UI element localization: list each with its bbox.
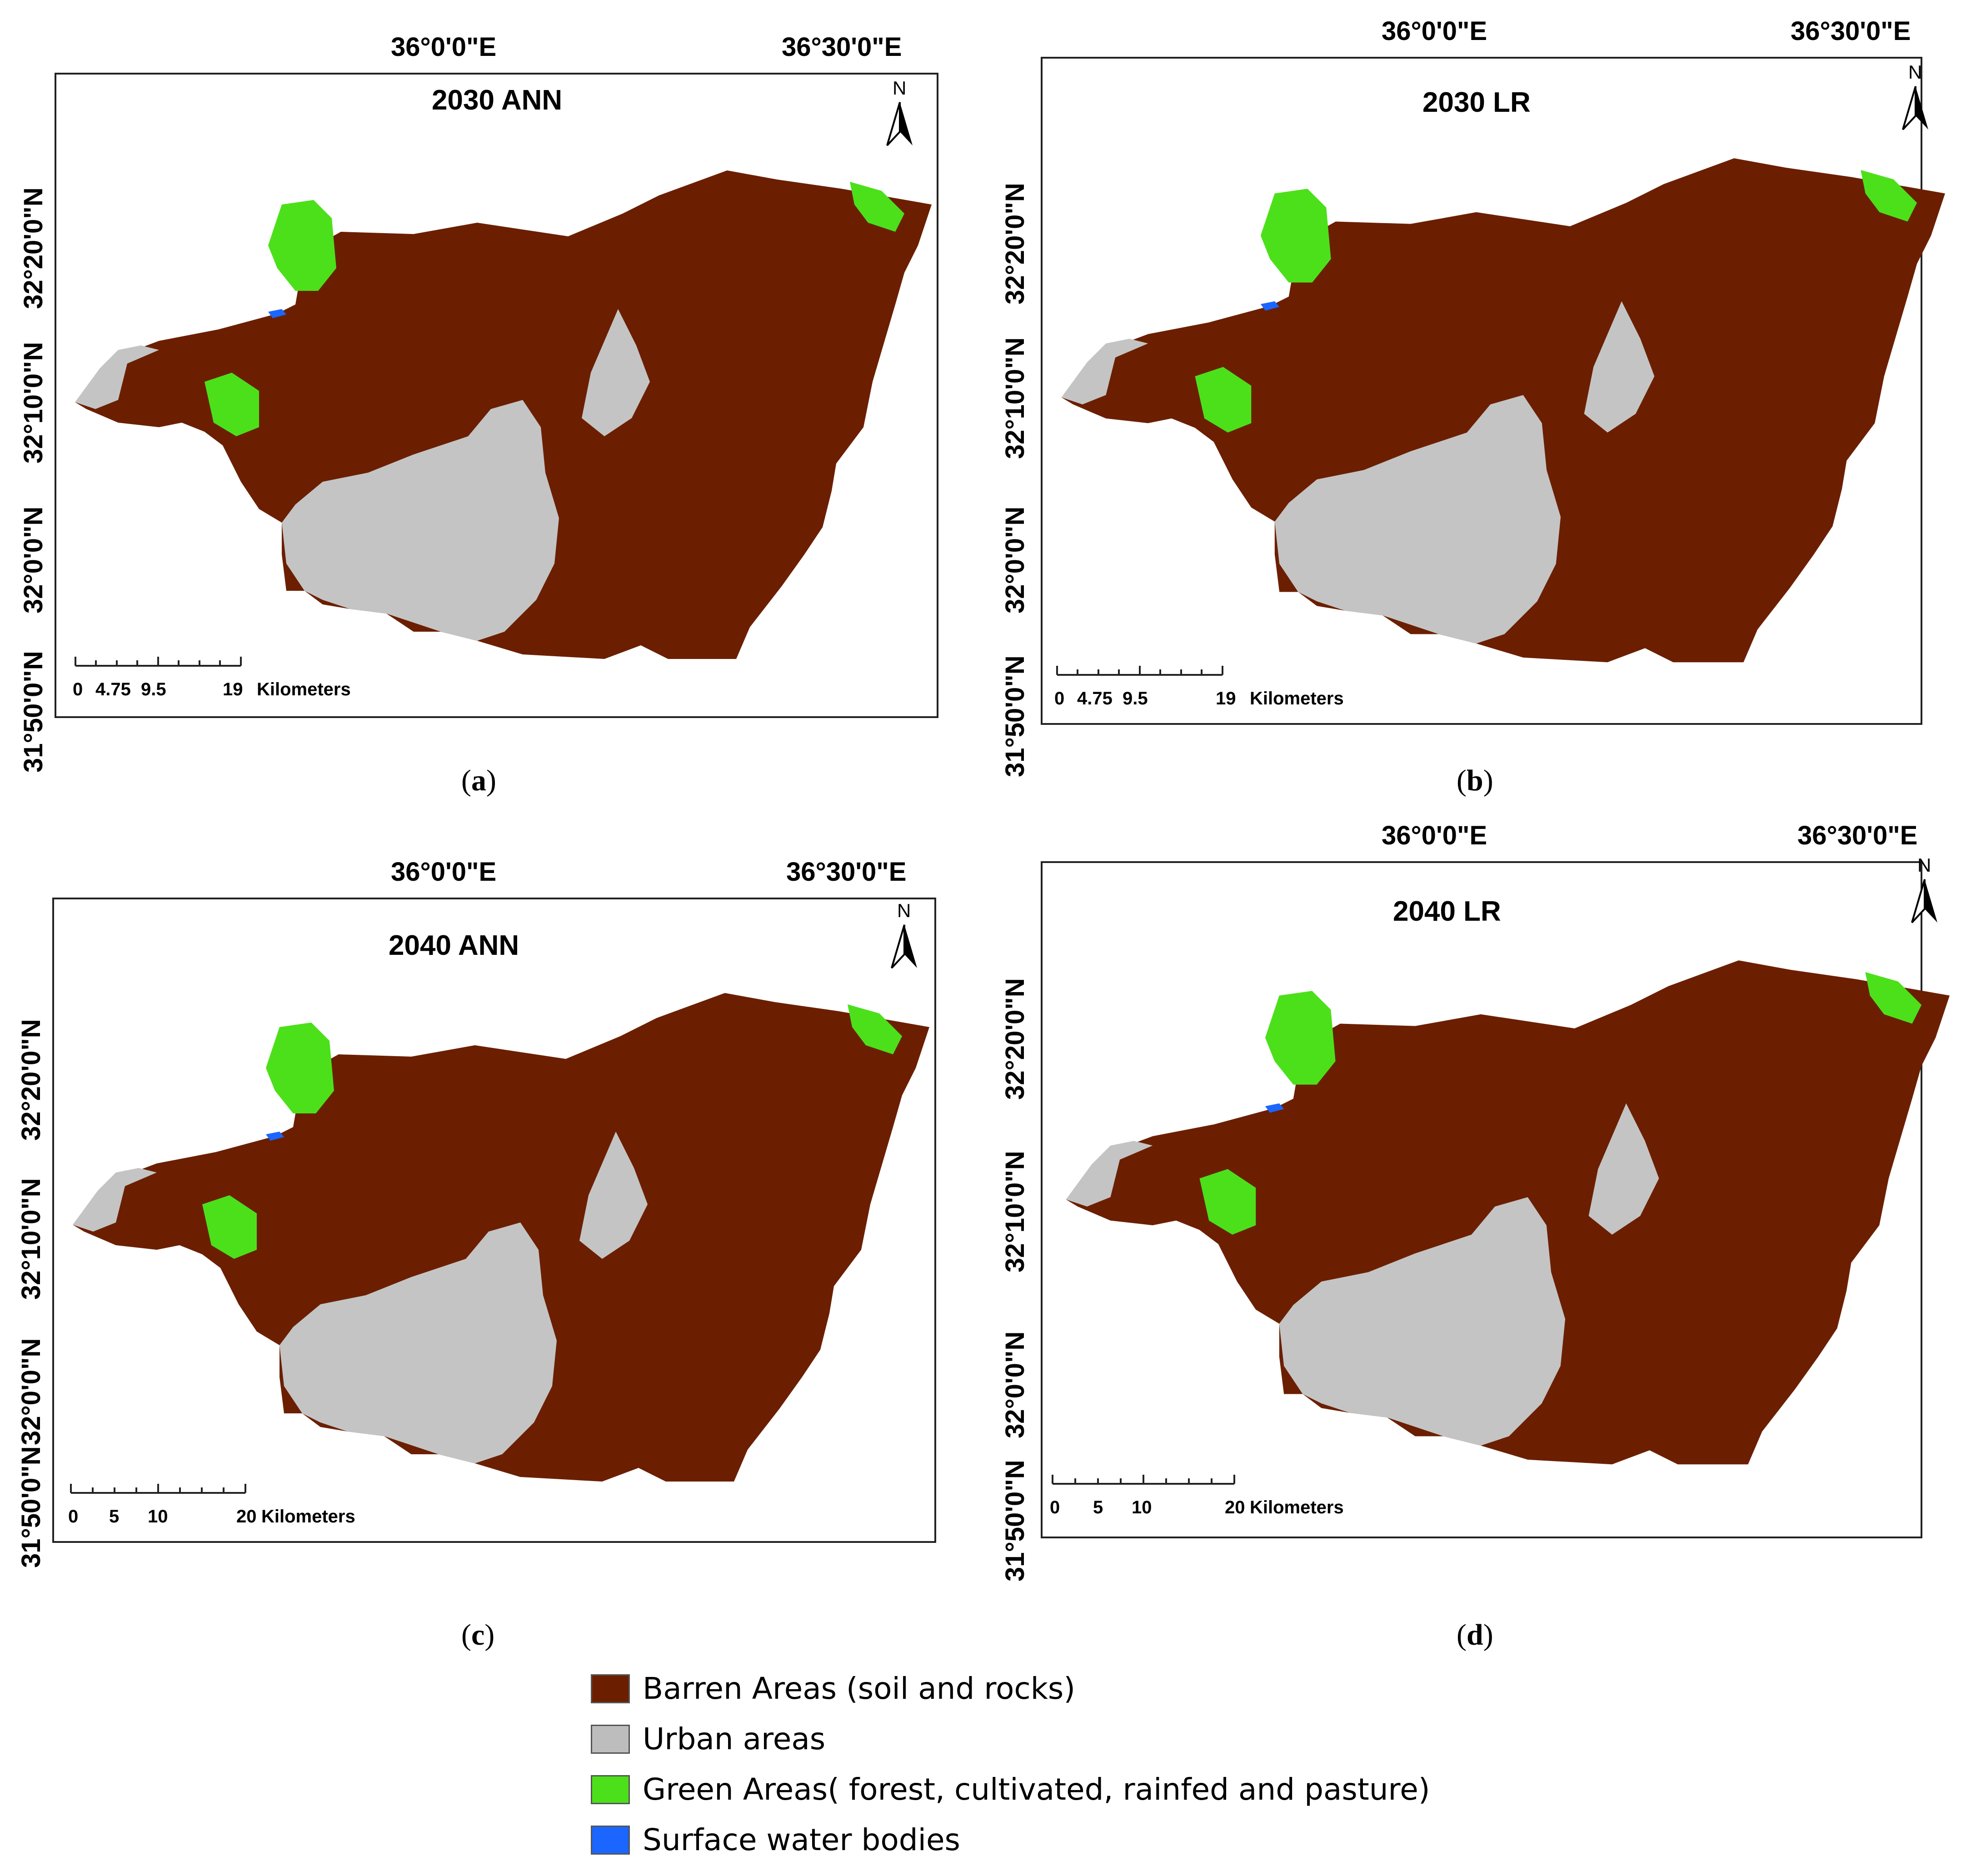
lat-label-31-50: 31°50'0"N [19, 651, 48, 773]
legend-item-barren: Barren Areas (soil and rocks) [591, 1663, 1430, 1714]
legend-swatch [591, 1674, 630, 1703]
north-arrow-icon [1902, 86, 1928, 130]
scale-label-0: 0 [1050, 1497, 1060, 1517]
land-cover-map [75, 170, 932, 659]
north-label: N [1917, 854, 1931, 876]
scale-label-0: 0 [73, 679, 83, 699]
scale-bar-graphic [75, 657, 242, 667]
scale-unit: Kilometers [1250, 689, 1344, 708]
north-arrow: N [882, 77, 918, 155]
lat-label-32-00: 32°0'0"N [1000, 1331, 1030, 1438]
lon-label-36-30: 36°30'0"E [782, 32, 902, 62]
scale-label-0: 0 [1054, 689, 1065, 708]
legend-item-green: Green Areas( forest, cultivated, rainfed… [591, 1764, 1430, 1815]
panel-caption-d: (d) [1457, 1618, 1493, 1651]
caption-letter: c [471, 1618, 485, 1651]
land-cover-map [73, 993, 929, 1482]
lon-label-36-00: 36°0'0"E [391, 857, 497, 887]
scale-unit: Kilometers [261, 1507, 355, 1527]
scale-bar-graphic [1056, 666, 1223, 676]
lat-label-32-10: 32°10'0"N [19, 342, 48, 464]
north-arrow: N [886, 900, 923, 977]
lon-label-36-30: 36°30'0"E [786, 857, 907, 887]
panel-caption-a: (a) [461, 764, 496, 797]
map-title: 2030 LR [1422, 87, 1531, 118]
lat-label-31-50: 31°50'0"N [16, 1446, 46, 1568]
legend-item-water: Surface water bodies [591, 1815, 1430, 1865]
lon-label-36-30: 36°30'0"E [1797, 821, 1918, 850]
lat-label-32-00: 32°0'0"N [1000, 506, 1030, 614]
north-label: N [1908, 61, 1922, 83]
legend-label: Urban areas [643, 1721, 826, 1756]
lat-label-32-20: 32°20'0"N [1000, 978, 1030, 1100]
lat-label-32-20: 32°20'0"N [16, 1019, 46, 1141]
lat-label-31-50: 31°50'0"N [1000, 1460, 1030, 1582]
scale-label-3: 19 [223, 679, 243, 699]
land-cover-map [1061, 158, 1945, 663]
caption-letter: a [471, 764, 486, 797]
scale-label-2: 9.5 [1123, 689, 1148, 708]
scale-label-2: 10 [1132, 1497, 1152, 1517]
lon-label-36-00: 36°0'0"E [1382, 821, 1487, 850]
lon-label-36-00: 36°0'0"E [391, 32, 497, 62]
north-label: N [893, 77, 907, 99]
north-arrow-icon [1911, 879, 1937, 923]
scale-label-1: 5 [1093, 1497, 1103, 1517]
north-arrow: N [1897, 61, 1934, 139]
scale-bar-graphic [1052, 1475, 1235, 1485]
scale-unit: Kilometers [1250, 1497, 1344, 1517]
land-cover-map [1066, 960, 1950, 1465]
lat-label-31-50: 31°50'0"N [1000, 655, 1030, 777]
legend-label: Green Areas( forest, cultivated, rainfed… [643, 1772, 1430, 1807]
legend-label: Surface water bodies [643, 1822, 960, 1857]
scale-label-1: 4.75 [95, 679, 131, 699]
scale-bar-graphic [70, 1484, 246, 1494]
scale-label-3: 19 [1216, 689, 1236, 708]
scale-label-1: 4.75 [1077, 689, 1113, 708]
lon-label-36-00: 36°0'0"E [1382, 16, 1487, 46]
scale-label-3: 20 [236, 1507, 257, 1527]
legend-label: Barren Areas (soil and rocks) [643, 1671, 1076, 1706]
legend-swatch [591, 1775, 630, 1804]
scale-label-0: 0 [68, 1507, 79, 1527]
lat-label-32-10: 32°10'0"N [16, 1178, 46, 1300]
panel-caption-b: (b) [1457, 764, 1493, 797]
map-legend: Barren Areas (soil and rocks) Urban area… [591, 1663, 1430, 1865]
scale-unit: Kilometers [257, 679, 351, 699]
scale-label-2: 9.5 [141, 679, 166, 699]
scale-label-2: 10 [148, 1507, 168, 1527]
scale-label-3: 20 [1225, 1497, 1245, 1517]
panel-caption-c: (c) [461, 1618, 495, 1651]
caption-letter: d [1466, 1618, 1483, 1651]
lat-label-32-00: 32°0'0"N [19, 506, 48, 614]
map-title: 2030 ANN [432, 85, 563, 116]
north-arrow: N [1906, 854, 1943, 932]
lat-label-32-10: 32°10'0"N [1000, 337, 1030, 459]
lat-label-32-00: 32°0'0"N [16, 1338, 46, 1445]
north-arrow-icon [886, 102, 913, 146]
lat-label-32-20: 32°20'0"N [19, 187, 48, 309]
lat-label-32-10: 32°10'0"N [1000, 1151, 1030, 1272]
map-title: 2040 ANN [389, 930, 519, 961]
caption-letter: b [1466, 764, 1483, 797]
north-arrow-icon [891, 924, 917, 969]
scale-label-1: 5 [109, 1507, 120, 1527]
lat-label-32-20: 32°20'0"N [1000, 183, 1030, 304]
legend-item-urban: Urban areas [591, 1714, 1430, 1764]
lon-label-36-30: 36°30'0"E [1791, 16, 1911, 46]
map-title: 2040 LR [1393, 896, 1501, 927]
legend-swatch [591, 1724, 630, 1754]
north-label: N [897, 900, 911, 921]
legend-swatch [591, 1825, 630, 1855]
